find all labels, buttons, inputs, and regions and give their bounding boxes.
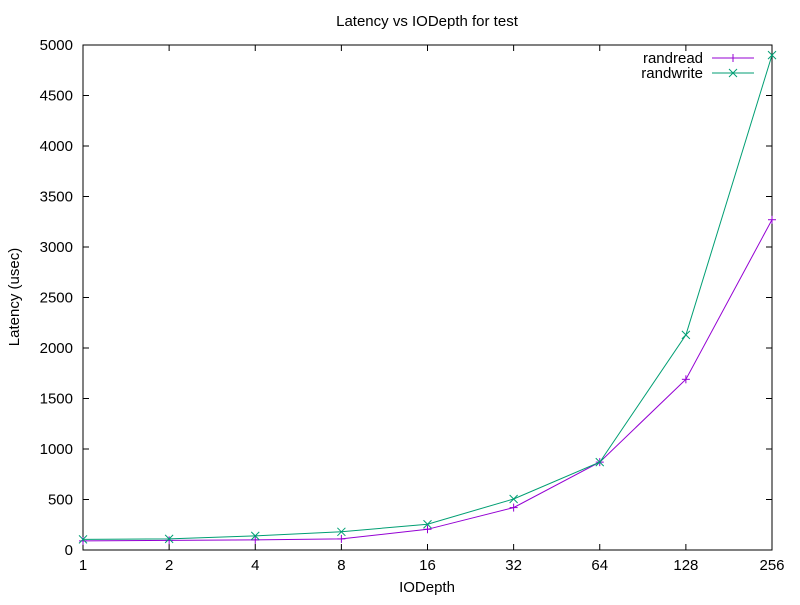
chart-title: Latency vs IODepth for test xyxy=(336,13,519,30)
data-point-randread xyxy=(681,375,690,384)
y-axis: 0 500 1000 1500 2000 2500 3000 3500 4000 4500 5000 xyxy=(40,37,772,559)
y-tick-label: 2000 xyxy=(40,340,73,357)
data-point-randwrite xyxy=(423,519,432,529)
y-tick-label: 0 xyxy=(65,542,73,559)
x-tick-label: 1 xyxy=(79,557,87,574)
x-tick-label: 128 xyxy=(673,557,698,574)
data-point-randwrite xyxy=(595,457,605,467)
data-point-randread xyxy=(509,503,518,512)
y-tick-label: 500 xyxy=(48,492,73,509)
data-point-randwrite xyxy=(164,534,174,544)
legend-label: randread xyxy=(643,50,703,67)
y-tick-label: 1000 xyxy=(40,441,73,458)
y-tick-label: 3000 xyxy=(40,239,73,256)
data-point-randwrite xyxy=(509,494,518,504)
x-axis-label: IODepth xyxy=(399,579,455,596)
y-tick-label: 2500 xyxy=(40,290,73,307)
y-axis-label: Latency (usec) xyxy=(6,248,23,346)
data-point-randwrite xyxy=(337,527,346,537)
y-tick-label: 3500 xyxy=(40,189,73,206)
series-line-randread xyxy=(82,219,773,542)
x-tick-label: 4 xyxy=(251,557,259,574)
x-tick-label: 256 xyxy=(759,557,784,574)
x-tick-label: 2 xyxy=(165,557,173,574)
y-tick-label: 1500 xyxy=(40,391,73,408)
data-point-randwrite xyxy=(250,531,260,541)
x-axis: 1 2 4 8 16 32 64 128 256 xyxy=(79,45,785,574)
x-tick-label: 16 xyxy=(419,557,436,574)
legend-marker xyxy=(728,68,738,78)
data-point-randread xyxy=(79,536,87,545)
legend-marker xyxy=(729,54,737,62)
series-line-randwrite xyxy=(82,54,773,540)
data-point-randread xyxy=(165,536,174,545)
series-layer xyxy=(78,50,777,545)
data-point-randread xyxy=(768,215,776,224)
data-point-randwrite xyxy=(681,330,691,340)
x-tick-label: 32 xyxy=(505,557,522,574)
data-point-randread xyxy=(337,534,346,543)
y-tick-label: 4500 xyxy=(40,88,73,105)
legend-label: randwrite xyxy=(641,65,703,82)
y-tick-label: 5000 xyxy=(40,37,73,54)
x-tick-label: 8 xyxy=(337,557,345,574)
data-point-randread xyxy=(423,525,432,534)
data-point-randwrite xyxy=(78,535,88,544)
x-tick-label: 64 xyxy=(591,557,608,574)
plot-frame xyxy=(82,44,773,551)
data-point-randread xyxy=(251,535,260,544)
y-tick-label: 4000 xyxy=(40,138,73,155)
data-point-randwrite xyxy=(767,50,777,60)
